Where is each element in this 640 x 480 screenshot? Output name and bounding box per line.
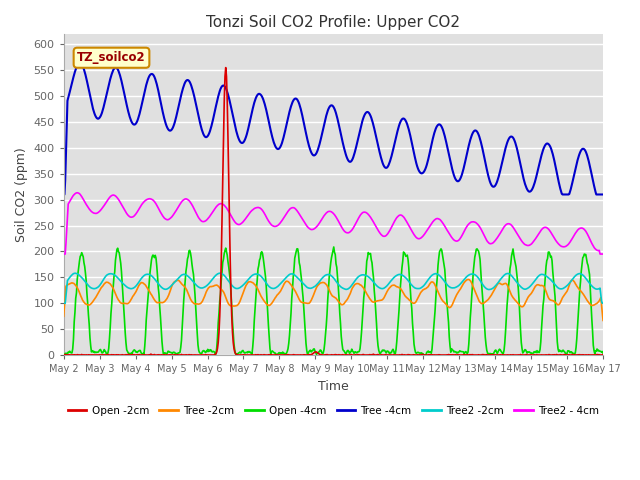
Text: TZ_soilco2: TZ_soilco2 — [77, 51, 146, 64]
Title: Tonzi Soil CO2 Profile: Upper CO2: Tonzi Soil CO2 Profile: Upper CO2 — [206, 15, 460, 30]
X-axis label: Time: Time — [318, 380, 349, 393]
Legend: Open -2cm, Tree -2cm, Open -4cm, Tree -4cm, Tree2 -2cm, Tree2 - 4cm: Open -2cm, Tree -2cm, Open -4cm, Tree -4… — [63, 402, 604, 420]
Y-axis label: Soil CO2 (ppm): Soil CO2 (ppm) — [15, 147, 28, 242]
